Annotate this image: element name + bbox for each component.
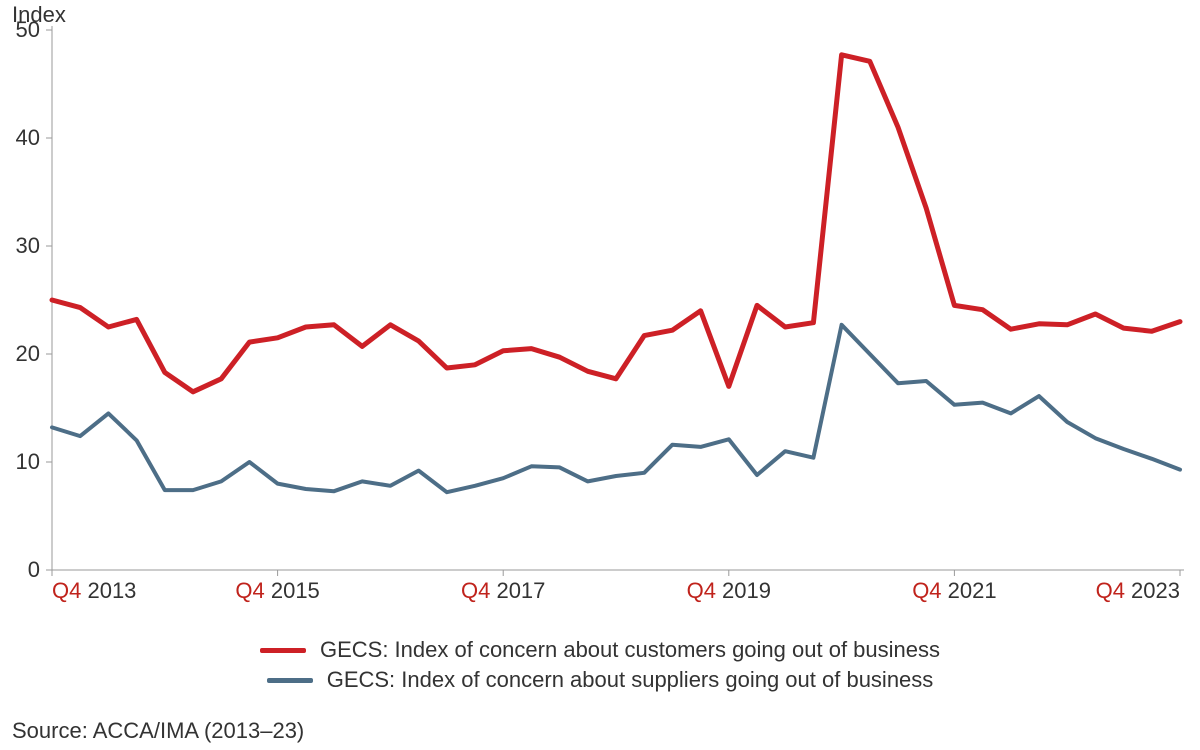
x-tick-label: Q4 2017 <box>461 578 545 603</box>
y-tick-label: 10 <box>16 449 40 474</box>
series-customers <box>52 55 1180 392</box>
y-tick-label: 30 <box>16 233 40 258</box>
legend-swatch <box>260 648 306 653</box>
legend-swatch <box>267 678 313 683</box>
y-tick-label: 50 <box>16 17 40 42</box>
series-suppliers <box>52 325 1180 492</box>
x-tick-label: Q4 2013 <box>52 578 136 603</box>
y-tick-label: 40 <box>16 125 40 150</box>
source-label: Source: ACCA/IMA (2013–23) <box>12 718 304 744</box>
x-tick-label: Q4 2023 <box>1096 578 1180 603</box>
y-tick-label: 0 <box>28 557 40 582</box>
y-tick-label: 20 <box>16 341 40 366</box>
legend-label: GECS: Index of concern about customers g… <box>320 637 940 663</box>
legend-item: GECS: Index of concern about customers g… <box>260 637 940 663</box>
legend-label: GECS: Index of concern about suppliers g… <box>327 667 934 693</box>
x-tick-label: Q4 2021 <box>912 578 996 603</box>
x-tick-label: Q4 2019 <box>687 578 771 603</box>
x-tick-label: Q4 2015 <box>235 578 319 603</box>
chart-page: Index 01020304050Q4 2013Q4 2015Q4 2017Q4… <box>0 0 1200 750</box>
legend-item: GECS: Index of concern about suppliers g… <box>267 667 934 693</box>
legend: GECS: Index of concern about customers g… <box>0 635 1200 695</box>
